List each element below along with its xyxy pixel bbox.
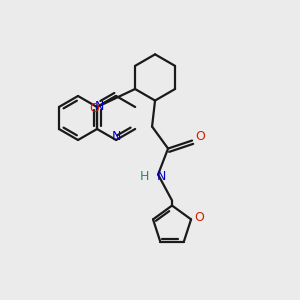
Text: H: H <box>140 170 149 183</box>
Text: O: O <box>195 130 205 143</box>
Text: O: O <box>89 101 99 115</box>
Text: O: O <box>194 211 204 224</box>
Text: N: N <box>94 100 104 113</box>
Text: N: N <box>111 130 121 143</box>
Text: N: N <box>156 170 166 183</box>
